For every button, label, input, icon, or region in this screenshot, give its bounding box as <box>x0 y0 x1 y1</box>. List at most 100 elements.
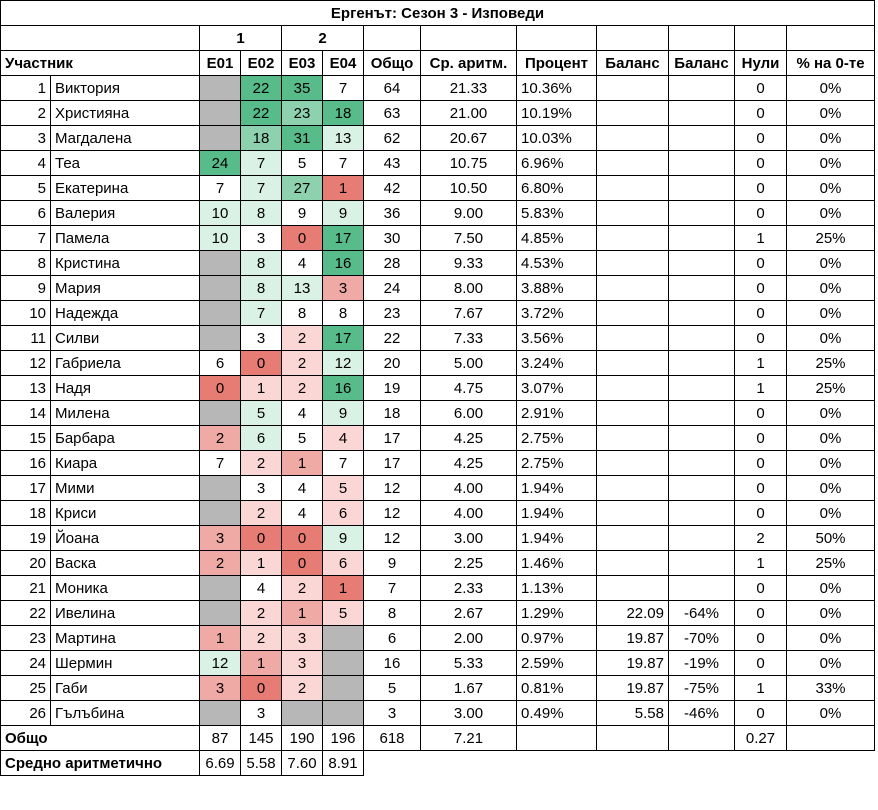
episode-cell: 0 <box>281 225 323 251</box>
zeros-percent-cell: 0% <box>786 650 875 676</box>
balance-percent-cell <box>668 525 735 551</box>
episode-total-cell: 145 <box>240 725 282 751</box>
average-label: Средно аритметично <box>0 750 200 776</box>
episode-cell: 5 <box>240 400 282 426</box>
average-cell: 7.33 <box>420 325 517 351</box>
total-cell: 19 <box>363 375 421 401</box>
rank-cell: 7 <box>0 225 51 251</box>
percent-cell: 5.83% <box>516 200 597 226</box>
total-cell: 18 <box>363 400 421 426</box>
balance-cell <box>596 275 669 301</box>
empty-cell <box>668 725 735 751</box>
balance-cell <box>596 400 669 426</box>
episode-cell: 5 <box>281 425 323 451</box>
percent-cell: 2.75% <box>516 450 597 476</box>
name-cell: Барбара <box>50 425 200 451</box>
episode-cell: 4 <box>281 250 323 276</box>
average-cell: 2.25 <box>420 550 517 576</box>
average-cell: 4.25 <box>420 450 517 476</box>
zeros-total-cell: 0.27 <box>734 725 787 751</box>
episode-cell: 27 <box>281 175 323 201</box>
name-cell: Теа <box>50 150 200 176</box>
name-cell: Йоана <box>50 525 200 551</box>
percent-cell: 3.56% <box>516 325 597 351</box>
percent-cell: 0.81% <box>516 675 597 701</box>
episode-cell: 5 <box>281 150 323 176</box>
balance-percent-cell <box>668 475 735 501</box>
episode-cell: 31 <box>281 125 323 151</box>
rank-cell: 6 <box>0 200 51 226</box>
rank-cell: 16 <box>0 450 51 476</box>
balance-percent-cell <box>668 350 735 376</box>
average-cell: 8.00 <box>420 275 517 301</box>
episode-cell: 3 <box>281 650 323 676</box>
zeros-cell: 0 <box>734 200 787 226</box>
episode-cell: 6 <box>322 550 364 576</box>
balance-percent-cell <box>668 175 735 201</box>
episode-cell: 4 <box>322 425 364 451</box>
episode-cell: 35 <box>281 75 323 101</box>
balance-cell: 19.87 <box>596 650 669 676</box>
table-row: 14 Милена 5 4 9 18 6.00 2.91% 0 0% <box>0 400 875 426</box>
group-label: 2 <box>281 25 364 51</box>
table-row: 17 Мими 3 4 5 12 4.00 1.94% 0 0% <box>0 475 875 501</box>
zeros-percent-cell: 0% <box>786 625 875 651</box>
episode-cell <box>199 100 241 126</box>
balance-percent-cell <box>668 100 735 126</box>
balance-percent-cell: -70% <box>668 625 735 651</box>
episode-average-cell: 5.58 <box>240 750 282 776</box>
episode-cell: 13 <box>322 125 364 151</box>
empty-cell <box>516 725 597 751</box>
balance-cell: 19.87 <box>596 625 669 651</box>
percent-cell: 3.72% <box>516 300 597 326</box>
empty-cell <box>420 25 517 51</box>
header-e01: E01 <box>199 50 241 76</box>
zeros-cell: 0 <box>734 450 787 476</box>
balance-percent-cell <box>668 75 735 101</box>
table-row: 8 Кристина 8 4 16 28 9.33 4.53% 0 0% <box>0 250 875 276</box>
episode-cell <box>199 250 241 276</box>
percent-cell: 0.97% <box>516 625 597 651</box>
episode-cell <box>322 650 364 676</box>
name-cell: Моника <box>50 575 200 601</box>
zeros-cell: 1 <box>734 225 787 251</box>
header-e03: E03 <box>281 50 323 76</box>
table-row: 5 Екатерина 7 7 27 1 42 10.50 6.80% 0 0% <box>0 175 875 201</box>
percent-cell: 4.85% <box>516 225 597 251</box>
name-cell: Надя <box>50 375 200 401</box>
name-cell: Магдалена <box>50 125 200 151</box>
episode-cell: 9 <box>322 525 364 551</box>
episode-cell <box>199 125 241 151</box>
balance-cell <box>596 550 669 576</box>
balance-percent-cell <box>668 325 735 351</box>
name-cell: Милена <box>50 400 200 426</box>
name-cell: Памела <box>50 225 200 251</box>
balance-percent-cell <box>668 150 735 176</box>
episode-cell <box>199 300 241 326</box>
rank-cell: 4 <box>0 150 51 176</box>
episode-cell: 2 <box>199 550 241 576</box>
total-cell: 5 <box>363 675 421 701</box>
percent-cell: 0.49% <box>516 700 597 726</box>
balance-cell <box>596 475 669 501</box>
empty-cell <box>363 25 421 51</box>
zeros-percent-cell: 33% <box>786 675 875 701</box>
average-cell: 5.33 <box>420 650 517 676</box>
episode-cell <box>199 700 241 726</box>
header-e04: E04 <box>322 50 364 76</box>
percent-cell: 6.96% <box>516 150 597 176</box>
zeros-cell: 0 <box>734 575 787 601</box>
zeros-cell: 0 <box>734 700 787 726</box>
balance-cell <box>596 225 669 251</box>
episode-cell: 3 <box>240 325 282 351</box>
total-cell: 63 <box>363 100 421 126</box>
episode-cell: 3 <box>240 475 282 501</box>
name-cell: Мими <box>50 475 200 501</box>
episode-cell: 2 <box>240 625 282 651</box>
balance-percent-cell <box>668 575 735 601</box>
percent-cell: 3.07% <box>516 375 597 401</box>
episode-cell <box>199 275 241 301</box>
spreadsheet-table: Ергенът: Сезон 3 - Изповеди 1 2 Участник… <box>0 0 875 776</box>
zeros-percent-cell: 25% <box>786 550 875 576</box>
zeros-cell: 0 <box>734 175 787 201</box>
